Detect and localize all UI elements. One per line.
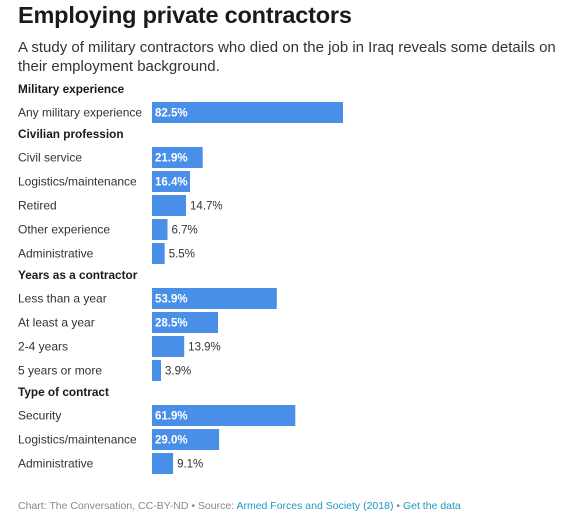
bar (152, 219, 168, 240)
value-label: 13.9% (188, 342, 221, 354)
group-label: Type of contract (18, 385, 109, 399)
bar-chart: Military experience Any military experien… (0, 0, 573, 500)
category-label: At least a year (18, 316, 95, 330)
value-label: 29.0% (155, 435, 188, 447)
group-label: Years as a contractor (18, 268, 138, 282)
value-label: 21.9% (155, 153, 188, 165)
value-label: 14.7% (190, 201, 223, 213)
category-label: Retired (18, 199, 57, 213)
category-label: Security (18, 409, 61, 423)
value-label: 3.9% (165, 366, 191, 378)
group-label: Civilian profession (18, 127, 124, 141)
footer-source-prefix: Source: (198, 500, 237, 512)
value-label: 9.1% (177, 459, 203, 471)
get-the-data-link[interactable]: Get the data (403, 500, 461, 512)
category-label: 5 years or more (18, 364, 102, 378)
chart-footer: Chart: The Conversation, CC-BY-ND • Sour… (18, 500, 461, 512)
group-label: Military experience (18, 82, 125, 96)
bar (152, 195, 186, 216)
value-label: 6.7% (172, 225, 198, 237)
category-label: Administrative (18, 457, 94, 471)
footer-separator: • (393, 500, 403, 512)
bar (152, 360, 161, 381)
bar (152, 453, 173, 474)
category-label: Logistics/maintenance (18, 175, 137, 189)
category-label: Any military experience (18, 106, 142, 120)
value-label: 28.5% (155, 318, 188, 330)
value-label: 16.4% (155, 177, 188, 189)
category-label: Logistics/maintenance (18, 433, 137, 447)
source-link[interactable]: Armed Forces and Society (2018) (236, 500, 393, 512)
footer-separator: • (188, 500, 198, 512)
bar (152, 336, 184, 357)
category-label: Administrative (18, 247, 94, 261)
value-label: 53.9% (155, 294, 188, 306)
value-label: 82.5% (155, 108, 188, 120)
category-label: 2-4 years (18, 340, 68, 354)
value-label: 61.9% (155, 411, 188, 423)
category-label: Less than a year (18, 292, 107, 306)
category-label: Civil service (18, 151, 82, 165)
footer-credit: Chart: The Conversation, CC-BY-ND (18, 500, 188, 512)
value-label: 5.5% (169, 249, 195, 261)
bar (152, 243, 165, 264)
category-label: Other experience (18, 223, 110, 237)
